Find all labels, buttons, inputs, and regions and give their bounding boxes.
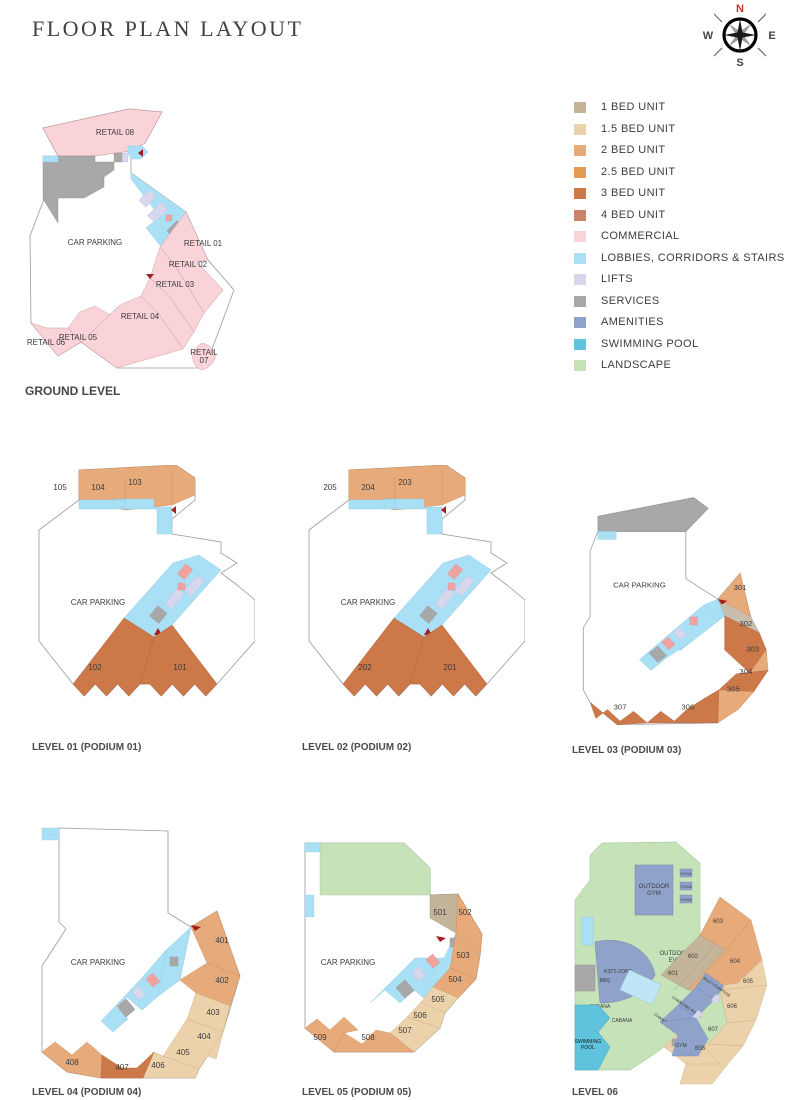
svg-text:YOGA: YOGA — [680, 897, 692, 902]
svg-text:403: 403 — [206, 1008, 220, 1017]
svg-text:302: 302 — [739, 619, 752, 628]
svg-text:408: 408 — [65, 1058, 79, 1067]
svg-text:CABANA: CABANA — [612, 1018, 633, 1024]
svg-text:RETAIL 02: RETAIL 02 — [169, 260, 208, 269]
svg-text:303: 303 — [746, 645, 759, 654]
svg-text:RETAIL 03: RETAIL 03 — [156, 280, 195, 289]
svg-text:RETAIL 08: RETAIL 08 — [96, 128, 135, 137]
svg-text:406: 406 — [151, 1061, 165, 1070]
svg-text:503: 503 — [456, 951, 470, 960]
svg-text:201: 201 — [443, 663, 457, 672]
svg-text:105: 105 — [53, 483, 67, 492]
svg-text:307: 307 — [614, 703, 627, 712]
svg-text:W: W — [703, 30, 714, 42]
svg-text:YOGA: YOGA — [680, 871, 692, 876]
svg-text:203: 203 — [398, 478, 412, 487]
svg-text:RETAIL 04: RETAIL 04 — [121, 312, 160, 321]
svg-text:POOL: POOL — [581, 1045, 595, 1051]
svg-text:507: 507 — [398, 1026, 412, 1035]
svg-text:GROUND LEVEL: GROUND LEVEL — [25, 384, 120, 398]
svg-text:205: 205 — [323, 483, 337, 492]
svg-text:GYM: GYM — [675, 1043, 686, 1049]
svg-text:604: 604 — [730, 959, 741, 965]
svg-text:404: 404 — [197, 1032, 211, 1041]
svg-text:204: 204 — [361, 483, 375, 492]
svg-text:RETAIL 05: RETAIL 05 — [59, 333, 98, 342]
svg-text:607: 607 — [708, 1027, 719, 1033]
svg-text:603: 603 — [713, 919, 724, 925]
svg-text:602: 602 — [688, 954, 699, 960]
svg-text:BBQ: BBQ — [600, 978, 611, 984]
svg-text:407: 407 — [115, 1063, 129, 1072]
svg-text:305: 305 — [727, 685, 740, 694]
svg-text:E: E — [768, 30, 775, 42]
svg-text:501: 501 — [433, 908, 447, 917]
svg-text:GYM: GYM — [647, 891, 661, 897]
svg-text:505: 505 — [431, 995, 445, 1004]
svg-text:606: 606 — [727, 1004, 738, 1010]
svg-text:601: 601 — [668, 971, 679, 977]
svg-text:CAR PARKING: CAR PARKING — [613, 581, 666, 590]
svg-text:CAR PARKING: CAR PARKING — [68, 238, 123, 247]
svg-text:502: 502 — [458, 908, 472, 917]
svg-text:402: 402 — [215, 976, 229, 985]
svg-text:CAR PARKING: CAR PARKING — [71, 958, 126, 967]
svg-text:401: 401 — [215, 936, 229, 945]
svg-text:LEVEL 02 (PODIUM 02): LEVEL 02 (PODIUM 02) — [302, 742, 411, 753]
svg-text:504: 504 — [448, 975, 462, 984]
svg-text:509: 509 — [313, 1033, 327, 1042]
svg-text:101: 101 — [173, 663, 187, 672]
svg-text:306: 306 — [681, 703, 694, 712]
svg-text:605: 605 — [743, 979, 754, 985]
svg-text:LEVEL 01 (PODIUM 01): LEVEL 01 (PODIUM 01) — [32, 742, 141, 753]
svg-text:N: N — [736, 3, 744, 15]
svg-text:CAR PARKING: CAR PARKING — [321, 958, 376, 967]
svg-text:OUTDOOR: OUTDOOR — [639, 884, 670, 890]
svg-text:304: 304 — [739, 667, 752, 676]
svg-text:202: 202 — [358, 663, 372, 672]
svg-text:608: 608 — [695, 1046, 706, 1052]
svg-text:102: 102 — [88, 663, 102, 672]
svg-text:506: 506 — [413, 1011, 427, 1020]
svg-text:103: 103 — [128, 478, 142, 487]
svg-text:508: 508 — [361, 1033, 375, 1042]
svg-text:CAR PARKING: CAR PARKING — [71, 598, 126, 607]
svg-text:YOGA: YOGA — [680, 884, 692, 889]
svg-text:S: S — [736, 57, 743, 69]
svg-text:07: 07 — [200, 356, 209, 365]
svg-text:RETAIL 01: RETAIL 01 — [184, 239, 223, 248]
svg-text:CAR PARKING: CAR PARKING — [341, 598, 396, 607]
svg-text:301: 301 — [734, 584, 747, 593]
svg-text:104: 104 — [91, 483, 105, 492]
svg-text:405: 405 — [176, 1048, 190, 1057]
